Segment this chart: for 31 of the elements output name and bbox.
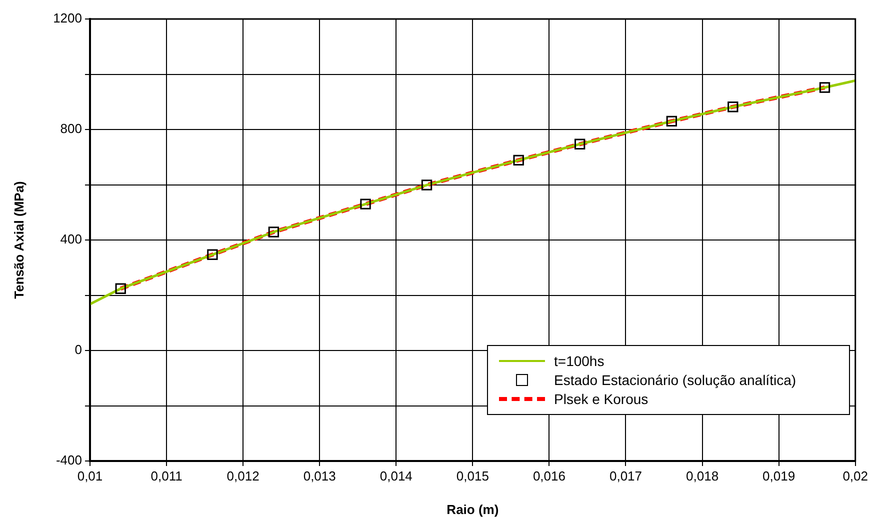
- x-tick-label: 0,015: [456, 468, 489, 484]
- x-tick-label: 0,014: [380, 468, 412, 484]
- y-tick-label: 1200: [53, 10, 82, 26]
- legend-label: Estado Estacionário (solução analítica): [554, 372, 796, 388]
- legend-label: Plsek e Korous: [554, 391, 648, 407]
- x-tick-label: 0,012: [226, 468, 260, 484]
- x-tick-label: 0,019: [762, 468, 796, 484]
- point: [421, 180, 432, 190]
- y-tick-label: 400: [60, 232, 82, 247]
- y-tick-label: -400: [56, 452, 82, 468]
- x-axis-title: Raio (m): [446, 502, 499, 517]
- point: [513, 154, 524, 166]
- point: [574, 138, 586, 150]
- x-tick-label: 0,02: [842, 468, 868, 484]
- x-tick-label: 0,017: [609, 468, 642, 484]
- legend-label: t=100hs: [554, 353, 604, 369]
- point: [268, 226, 280, 238]
- x-tick-label: 0,018: [686, 468, 719, 484]
- point: [728, 102, 738, 112]
- point: [207, 249, 218, 260]
- y-tick-label: 800: [60, 121, 82, 136]
- y-axis-title: Tensão Axial (MPa): [11, 181, 26, 299]
- point: [666, 116, 678, 127]
- x-tick-label: 0,013: [303, 468, 336, 484]
- point: [115, 283, 126, 294]
- x-tick-label: 0,01: [77, 468, 103, 484]
- x-tick-label: 0,011: [150, 468, 182, 484]
- x-tick-label: 0,016: [532, 468, 566, 484]
- y-tick-label: 0: [74, 342, 82, 358]
- point: [360, 198, 371, 210]
- point: [819, 82, 830, 93]
